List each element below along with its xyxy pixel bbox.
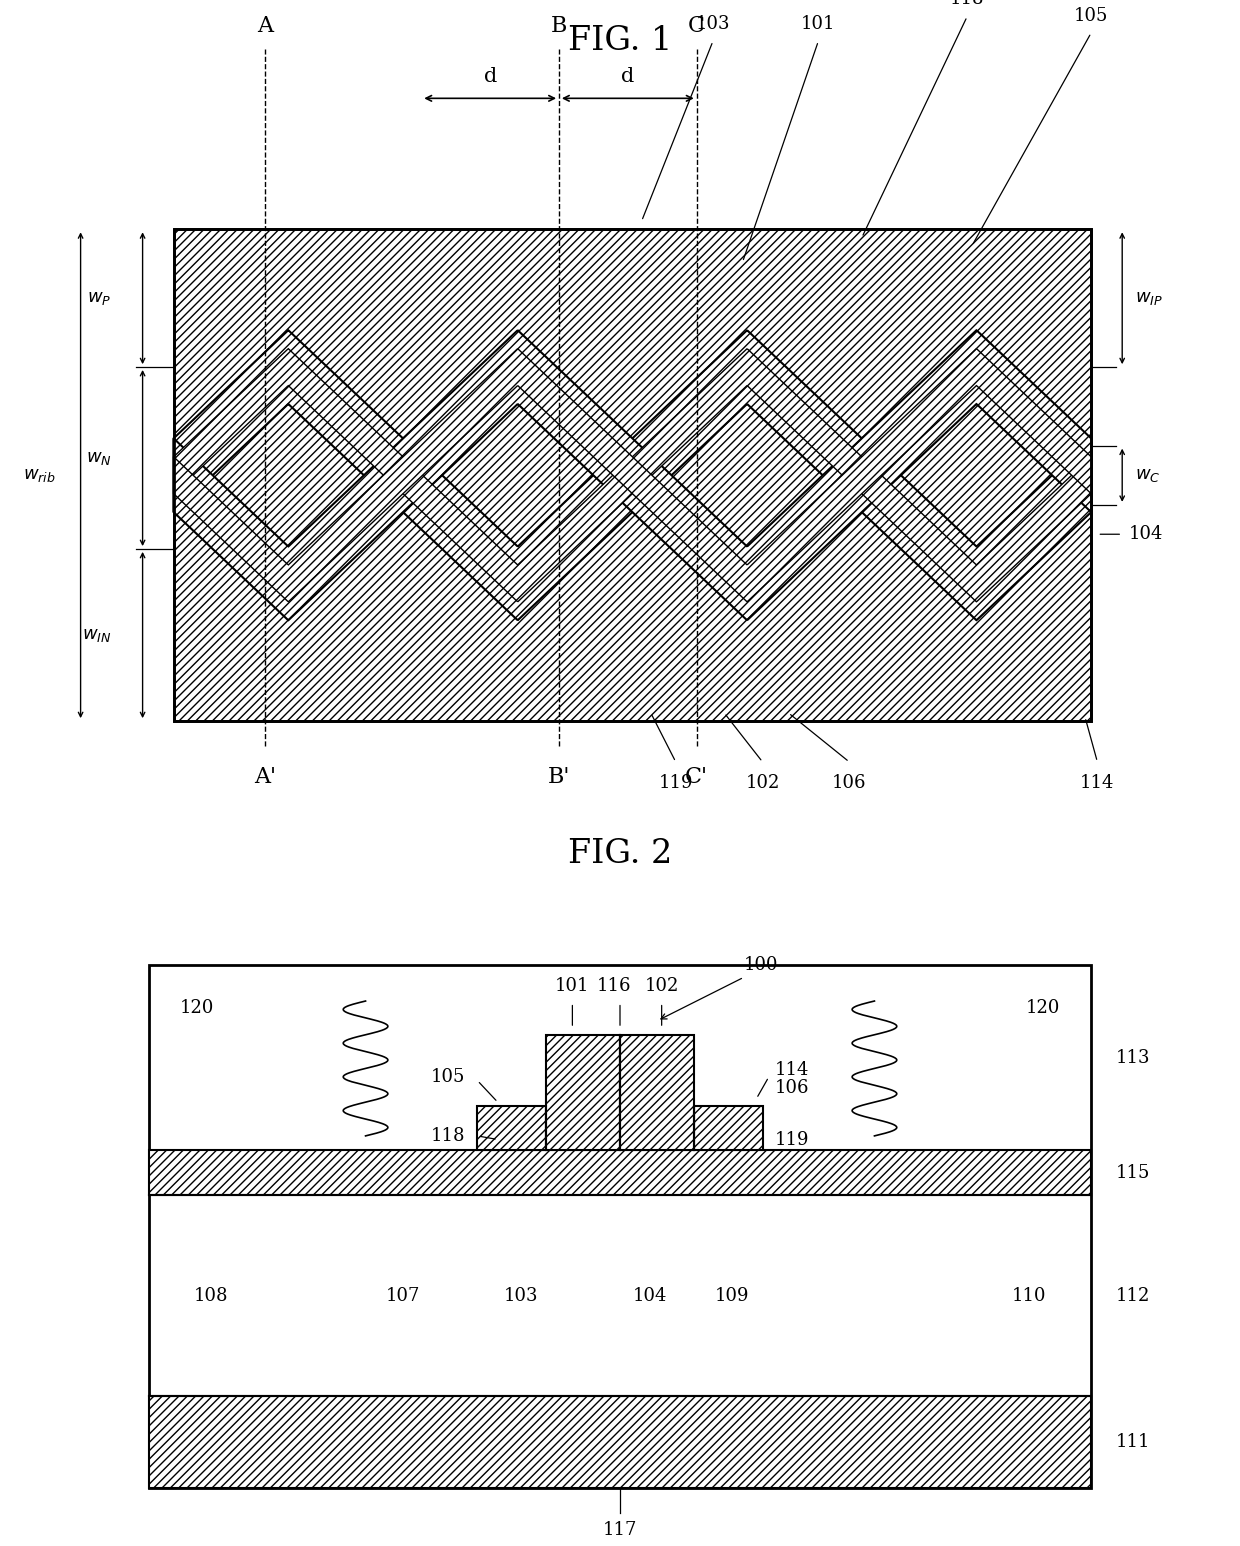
Polygon shape: [174, 349, 1091, 601]
Text: 100: 100: [744, 955, 779, 974]
Text: 114: 114: [1080, 775, 1115, 792]
Text: 118: 118: [950, 0, 985, 8]
Text: 110: 110: [1012, 1286, 1047, 1305]
Text: $w_{IN}$: $w_{IN}$: [82, 626, 112, 645]
Text: $w_P$: $w_P$: [87, 289, 112, 308]
Text: 120: 120: [180, 999, 215, 1017]
Bar: [149, 1150, 1091, 1195]
Text: 106: 106: [832, 775, 867, 792]
Bar: [546, 1036, 620, 1150]
Text: 101: 101: [556, 977, 590, 996]
Text: C': C': [684, 767, 708, 788]
Text: 105: 105: [1074, 6, 1109, 25]
Text: B': B': [548, 767, 570, 788]
Text: C: C: [688, 15, 706, 37]
Text: d: d: [484, 66, 497, 87]
Text: 107: 107: [386, 1286, 420, 1305]
Text: 119: 119: [658, 775, 693, 792]
Text: 118: 118: [430, 1127, 465, 1146]
Bar: [174, 229, 1091, 720]
Text: B: B: [551, 15, 567, 37]
Text: $w_{IP}$: $w_{IP}$: [1135, 289, 1163, 308]
Text: A': A': [254, 767, 277, 788]
Text: 103: 103: [503, 1286, 538, 1305]
Polygon shape: [174, 331, 1091, 620]
Text: 120: 120: [1025, 999, 1060, 1017]
Text: 103: 103: [696, 15, 730, 32]
Text: 102: 102: [745, 775, 780, 792]
Text: 115: 115: [1116, 1164, 1151, 1181]
Text: 104: 104: [1128, 526, 1163, 543]
Text: 101: 101: [801, 15, 836, 32]
Text: 105: 105: [430, 1068, 465, 1085]
Bar: [477, 1105, 546, 1150]
Bar: [149, 1396, 1091, 1487]
Text: FIG. 2: FIG. 2: [568, 838, 672, 869]
Text: 111: 111: [1116, 1433, 1151, 1452]
Text: 109: 109: [714, 1286, 749, 1305]
Text: 119: 119: [775, 1130, 810, 1149]
Text: $w_{rib}$: $w_{rib}$: [24, 467, 56, 484]
Text: $w_N$: $w_N$: [86, 448, 112, 467]
Text: 106: 106: [775, 1079, 810, 1096]
Text: 102: 102: [645, 977, 678, 996]
Text: 117: 117: [603, 1521, 637, 1538]
Text: d: d: [621, 66, 635, 87]
Text: $w_C$: $w_C$: [1135, 467, 1161, 484]
Text: 114: 114: [775, 1061, 810, 1079]
Text: 116: 116: [596, 977, 631, 996]
Polygon shape: [174, 331, 1091, 620]
Text: 112: 112: [1116, 1286, 1151, 1305]
Text: 108: 108: [193, 1286, 228, 1305]
Text: 104: 104: [632, 1286, 667, 1305]
Text: 113: 113: [1116, 1048, 1151, 1067]
Bar: [174, 229, 1091, 720]
Bar: [149, 965, 1091, 1487]
Polygon shape: [174, 349, 1091, 601]
Bar: [694, 1105, 763, 1150]
Text: FIG. 1: FIG. 1: [568, 25, 672, 57]
Text: A: A: [258, 15, 273, 37]
Bar: [620, 1036, 694, 1150]
